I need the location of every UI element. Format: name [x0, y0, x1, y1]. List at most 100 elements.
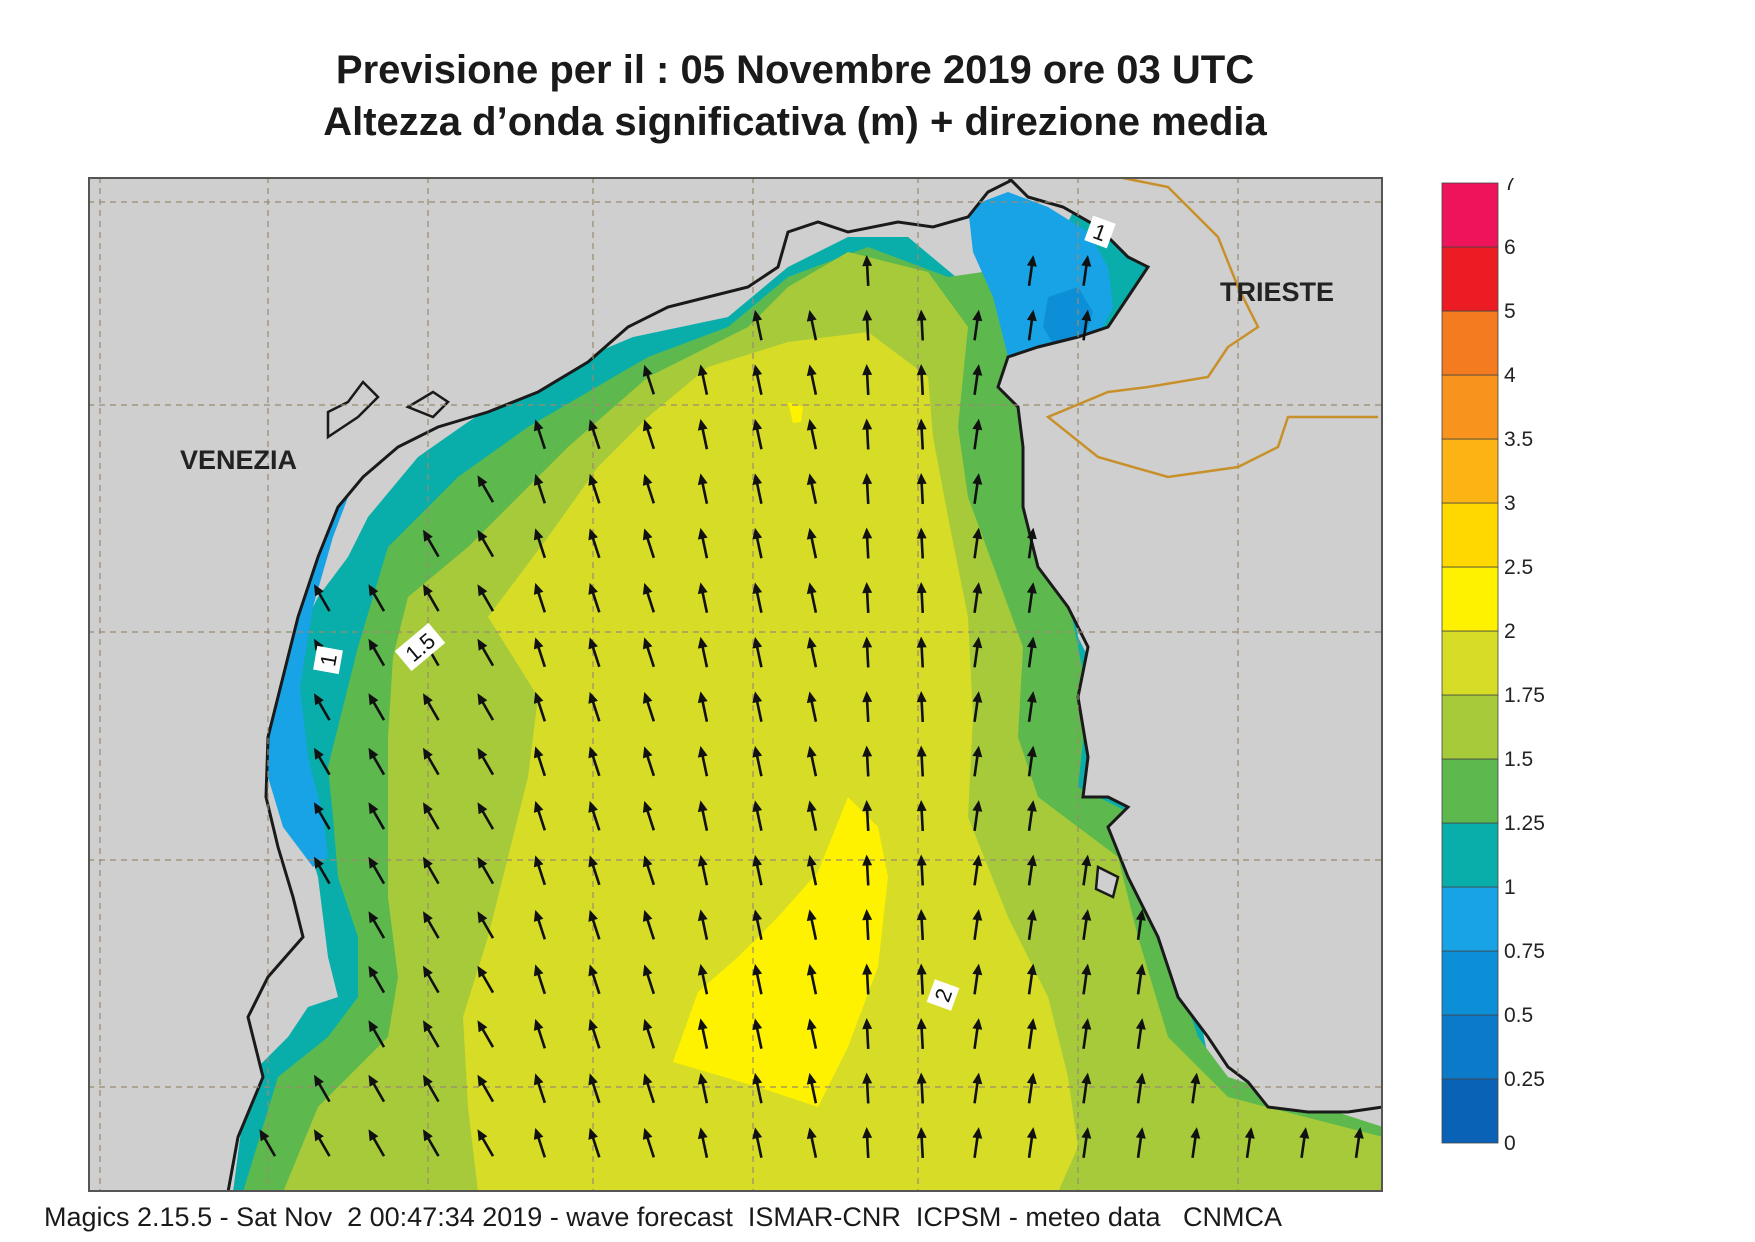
wave-arrow	[972, 800, 983, 832]
legend-color-box	[1441, 886, 1499, 952]
wave-arrow	[752, 745, 763, 777]
wave-arrow	[423, 856, 440, 885]
legend-tick-label: 0.75	[1504, 940, 1545, 963]
wave-arrow	[916, 1072, 927, 1104]
wave-arrow	[368, 1074, 386, 1103]
wave-arrow	[752, 1072, 763, 1104]
wave-arrow	[752, 1127, 763, 1158]
wave-arrow	[972, 309, 983, 341]
wave-arrow	[259, 1129, 277, 1157]
wave-arrow	[806, 1072, 818, 1104]
legend-tick-label: 4	[1504, 364, 1516, 387]
wave-arrow	[423, 965, 440, 994]
wave-arrow	[862, 963, 873, 995]
wave-arrow	[806, 691, 818, 722]
legend-color-box	[1441, 1078, 1499, 1144]
wave-arrow	[533, 855, 547, 886]
wave-arrow	[1190, 1072, 1201, 1104]
wave-arrow	[972, 636, 983, 668]
wave-arrow	[752, 1018, 763, 1049]
wave-arrow	[916, 963, 927, 995]
wave-arrow	[588, 528, 601, 559]
wave-arrow	[862, 473, 873, 505]
wave-arrow	[642, 1018, 656, 1049]
wave-arrow	[588, 855, 601, 886]
label-venezia: VENEZIA	[180, 445, 297, 475]
legend-tick-label: 0.25	[1504, 1068, 1545, 1091]
contour-label-text: 1	[315, 652, 342, 668]
wave-arrow	[588, 419, 601, 450]
wave-arrow	[533, 1018, 547, 1049]
wave-arrow	[423, 693, 440, 721]
label-trieste: TRIESTE	[1220, 277, 1334, 307]
wave-arrow	[314, 856, 331, 885]
wave-arrow	[972, 582, 983, 614]
wave-arrow	[1190, 1127, 1201, 1159]
wave-arrow	[916, 745, 927, 777]
border-line	[1045, 177, 1378, 479]
legend-tick-label: 5	[1504, 300, 1516, 323]
wave-arrow	[752, 691, 763, 722]
wave-arrow	[1026, 309, 1037, 341]
wave-arrow	[533, 473, 547, 504]
wave-arrow	[697, 364, 709, 395]
legend-color-box	[1441, 1014, 1499, 1080]
wave-arrow	[1081, 1072, 1092, 1104]
wave-arrow	[642, 855, 656, 886]
lagoon-island	[1094, 865, 1120, 899]
legend-tick-label: 3.5	[1504, 428, 1533, 451]
wave-arrow	[423, 747, 440, 776]
wave-arrow	[752, 909, 763, 940]
wave-arrow	[972, 364, 983, 396]
legend-tick-label: 0	[1504, 1132, 1516, 1155]
wave-arrow	[642, 582, 656, 613]
wave-arrow	[697, 527, 709, 559]
color-legend: 0 0.25 0.5 0.75 1 1.25 1.5 1.75 2 2.5 3 3.5 4 5 6 7	[1441, 178, 1545, 1155]
wave-arrow	[533, 691, 547, 722]
wave-arrow	[588, 1073, 601, 1104]
legend-color-box	[1441, 950, 1499, 1016]
wave-arrow	[972, 1018, 983, 1050]
wave-arrow	[972, 691, 983, 723]
contour-label: 1	[1084, 215, 1116, 249]
legend-color-box	[1441, 630, 1499, 696]
wave-arrow	[1026, 691, 1037, 723]
wave-arrow	[972, 1072, 983, 1104]
wave-arrow	[806, 636, 818, 668]
wave-arrow	[862, 1127, 873, 1159]
legend-color-box	[1441, 502, 1499, 568]
legend-color-boxes	[1441, 182, 1499, 1144]
wave-arrow	[642, 473, 656, 504]
wave-arrow	[972, 745, 983, 777]
wave-arrow	[752, 418, 763, 450]
wave-arrow	[423, 1129, 440, 1157]
wave-arrow	[368, 802, 386, 830]
wave-arrow	[1026, 1072, 1037, 1104]
wave-arrow	[916, 418, 927, 450]
legend-tick-label: 3	[1504, 492, 1516, 515]
wave-arrow	[1081, 963, 1092, 995]
legend-color-box	[1441, 246, 1499, 312]
istria-land	[996, 177, 1383, 1114]
wave-arrow	[368, 693, 386, 721]
wave-arrow	[1135, 1018, 1146, 1050]
wave-arrow	[916, 800, 927, 832]
wave-arrow	[477, 1074, 495, 1103]
wave-arrow	[862, 418, 873, 450]
wave-arrow	[752, 963, 763, 995]
wave-arrow	[972, 418, 983, 450]
wave-arrow	[972, 1127, 983, 1159]
wave-arrow	[697, 909, 709, 940]
wave-arrow	[477, 475, 495, 503]
wave-arrow	[314, 802, 331, 830]
wave-arrow	[477, 965, 495, 994]
wave-arrow	[642, 528, 656, 559]
wave-arrow	[862, 255, 873, 287]
wave-arrow	[314, 747, 331, 776]
wave-arrow	[916, 1018, 927, 1050]
wave-arrow	[1026, 1127, 1037, 1159]
wave-arrow	[862, 745, 873, 777]
wave-arrow	[423, 911, 440, 939]
wave-arrow	[423, 802, 440, 830]
wave-arrow	[862, 1018, 873, 1050]
